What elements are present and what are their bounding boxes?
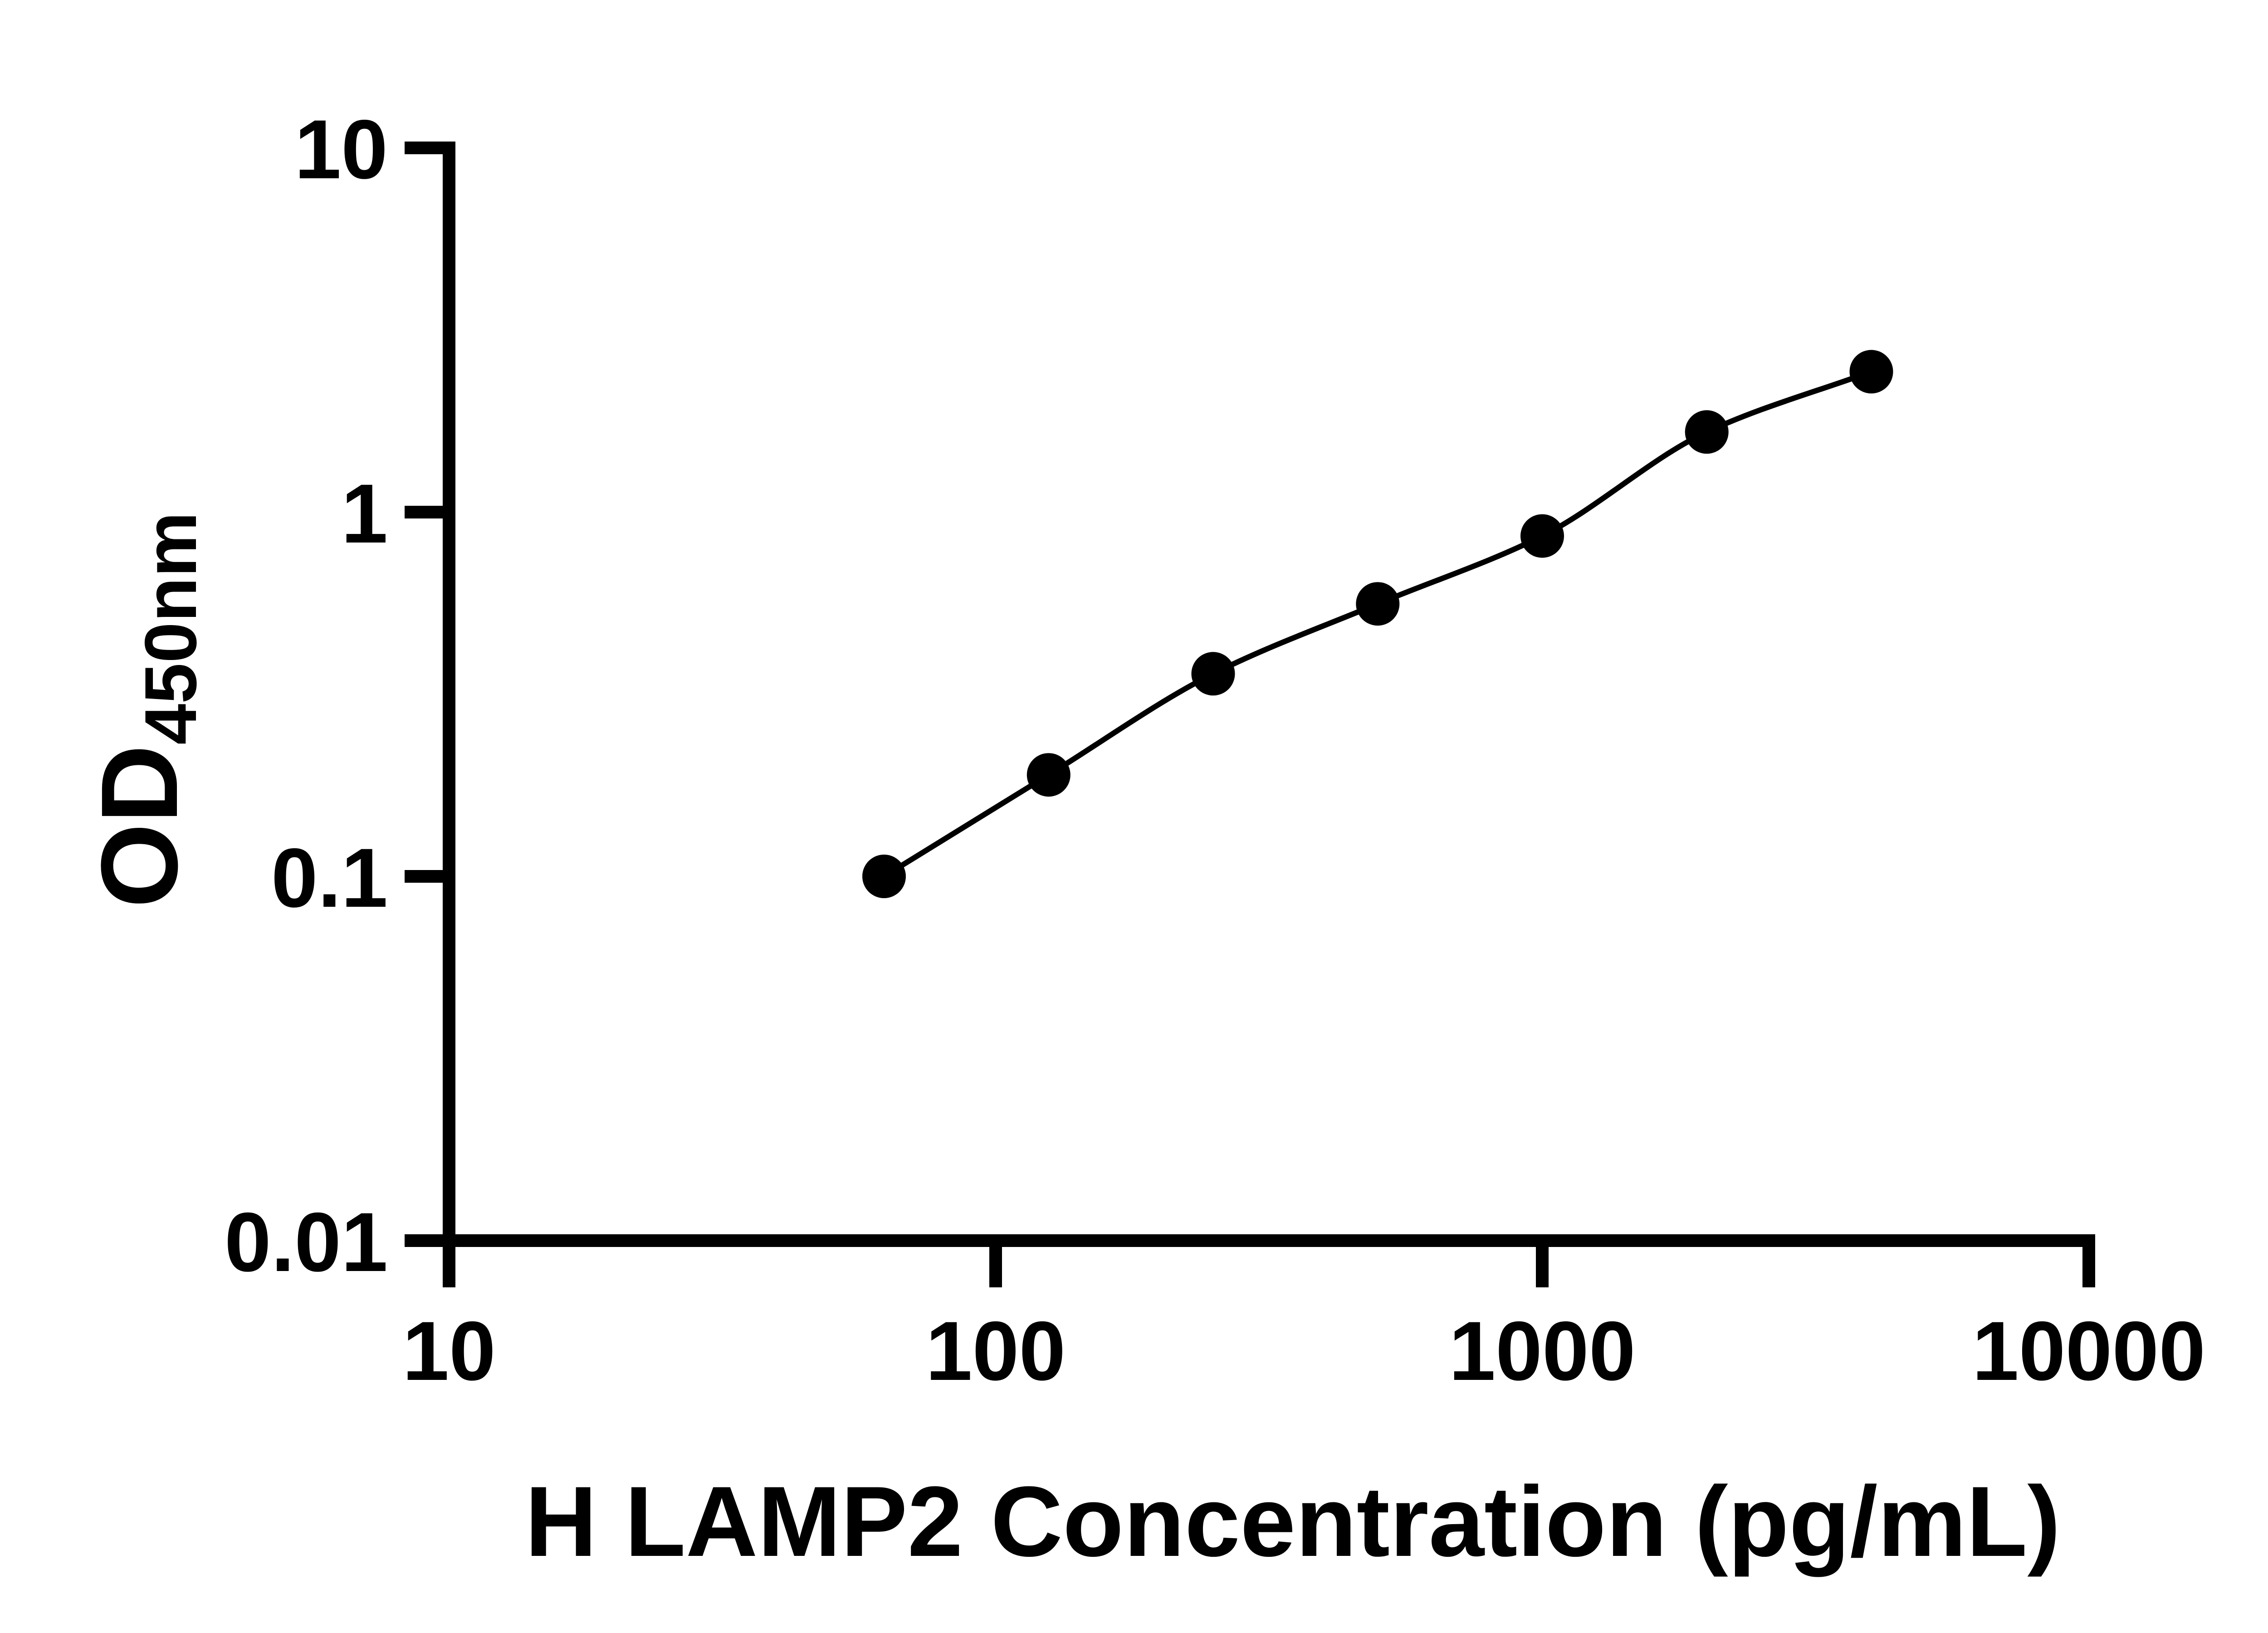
- x-tick-label-10000: 10000: [1972, 1305, 2205, 1398]
- data-point-2000: [1685, 410, 1729, 454]
- x-tick-label-100: 100: [926, 1305, 1066, 1398]
- y-tick-label-10: 10: [294, 103, 388, 196]
- data-point-500: [1356, 582, 1400, 626]
- y-axis-title: OD450nm: [78, 512, 212, 908]
- data-point-250: [1191, 652, 1235, 696]
- x-tick-label-1000: 1000: [1449, 1305, 1636, 1398]
- data-point-1000: [1520, 514, 1564, 558]
- y-tick-label-1: 1: [341, 467, 388, 561]
- x-tick-label-10: 10: [402, 1305, 496, 1398]
- y-tick-label-0.1: 0.1: [271, 831, 388, 925]
- y-tick-label-0.01: 0.01: [225, 1196, 388, 1289]
- y-axis-title-main: OD: [78, 745, 200, 908]
- y-axis-title-subscript: 450nm: [130, 512, 212, 744]
- data-point-125: [1026, 753, 1070, 797]
- data-point-62.5: [862, 855, 906, 898]
- x-axis-title: H LAMP2 Concentration (pg/mL): [525, 1466, 2060, 1577]
- data-point-4000: [1849, 350, 1893, 394]
